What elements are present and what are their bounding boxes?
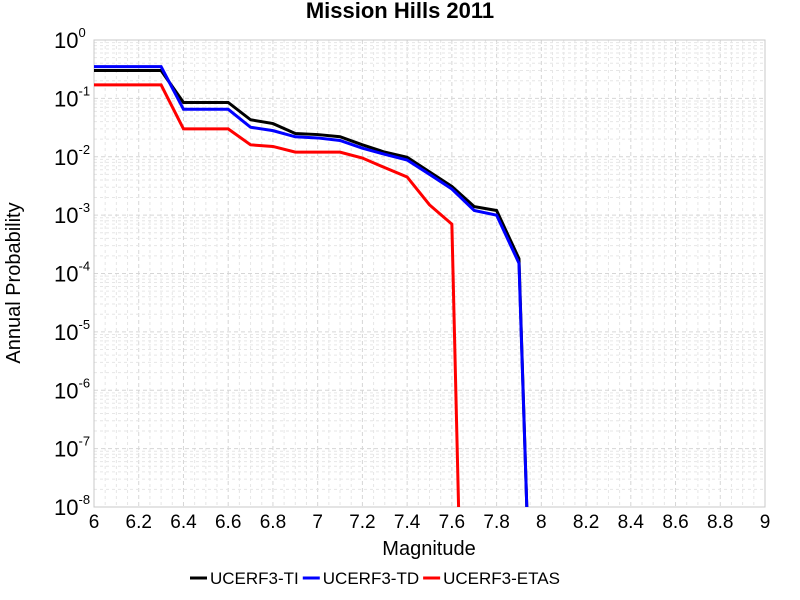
y-tick-base: 10	[54, 320, 78, 345]
x-tick-label: 6	[89, 512, 100, 533]
y-tick-base: 10	[54, 378, 78, 403]
x-tick-label: 8.2	[573, 512, 599, 533]
x-tick-label: 8.6	[662, 512, 688, 533]
y-tick-label: 10-3	[54, 200, 90, 228]
y-tick-label: 10-8	[54, 492, 90, 520]
x-tick-label: 7.8	[483, 512, 509, 533]
legend-label: UCERF3-TI	[210, 569, 299, 588]
series-line-ucerf3-ti	[94, 69, 529, 508]
y-tick-exponent: -5	[78, 317, 90, 332]
y-tick-exponent: -8	[78, 492, 90, 507]
legend: UCERF3-TI UCERF3-TD UCERF3-ETAS	[190, 569, 560, 588]
y-tick-exponent: 0	[78, 25, 85, 40]
y-tick-base: 10	[54, 203, 78, 228]
y-tick-label: 100	[54, 25, 86, 53]
y-tick-label: 10-4	[54, 259, 90, 287]
x-tick-label: 6.2	[126, 512, 152, 533]
series-layer	[94, 65, 529, 508]
x-tick-label: 7.2	[349, 512, 375, 533]
x-tick-label: 8.8	[707, 512, 733, 533]
y-tick-exponent: -2	[78, 142, 90, 157]
x-tick-label: 6.4	[170, 512, 197, 533]
y-tick-exponent: -7	[78, 434, 90, 449]
y-tick-base: 10	[54, 495, 78, 520]
y-tick-base: 10	[54, 262, 78, 287]
chart-title: Mission Hills 2011	[306, 0, 494, 23]
x-tick-label: 7	[312, 512, 323, 533]
x-tick-label: 7.4	[394, 512, 421, 533]
y-tick-label: 10-7	[54, 434, 90, 462]
y-tick-label: 10-6	[54, 375, 90, 403]
y-tick-label: 10-2	[54, 142, 90, 170]
series-line-ucerf3-td	[94, 65, 529, 508]
y-tick-label: 10-5	[54, 317, 90, 345]
y-tick-exponent: -1	[78, 83, 90, 98]
legend-label: UCERF3-TD	[323, 569, 419, 588]
y-axis-label: Annual Probability	[3, 202, 25, 363]
series-line-ucerf3-etas	[94, 83, 461, 508]
x-tick-label: 8	[536, 512, 547, 533]
x-tick-label: 7.6	[439, 512, 465, 533]
x-axis-label: Magnitude	[382, 538, 475, 560]
y-tick-exponent: -4	[78, 259, 90, 274]
y-tick-base: 10	[54, 145, 78, 170]
legend-label: UCERF3-ETAS	[443, 569, 560, 588]
y-tick-base: 10	[54, 28, 78, 53]
grid	[93, 39, 766, 508]
y-tick-exponent: -6	[78, 375, 90, 390]
y-tick-base: 10	[54, 437, 78, 462]
y-tick-label: 10-1	[54, 83, 90, 111]
x-tick-label: 9	[760, 512, 771, 533]
x-tick-labels: 6 6.2 6.4 6.6 6.8 7 7.2 7.4 7.6 7.8 8 8.2 8.4 8.6 8.8 9	[89, 512, 771, 533]
plot-area	[93, 39, 766, 508]
x-tick-label: 8.4	[618, 512, 645, 533]
x-tick-label: 6.8	[260, 512, 286, 533]
y-tick-base: 10	[54, 86, 78, 111]
y-tick-exponent: -3	[78, 200, 90, 215]
x-tick-label: 6.6	[215, 512, 241, 533]
